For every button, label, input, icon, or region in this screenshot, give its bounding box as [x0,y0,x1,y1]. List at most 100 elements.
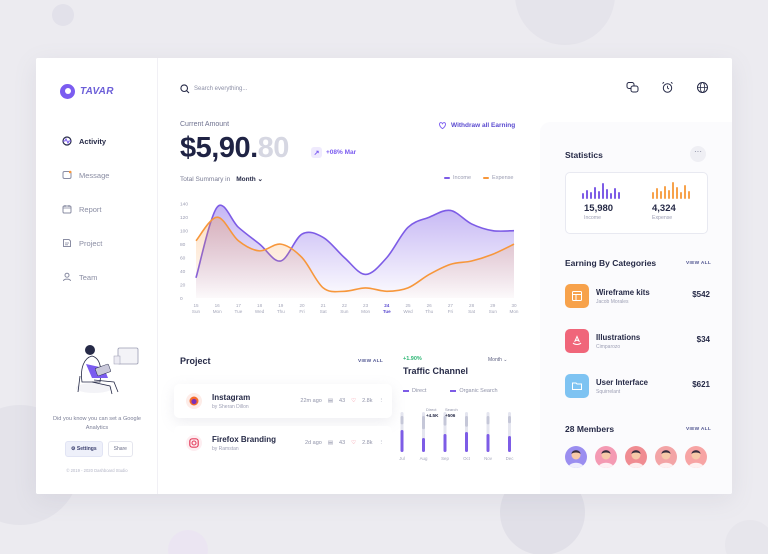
x-tick-weekday: Sun [340,309,349,314]
sidebar: TAVAR Activity Message Report Project Te… [36,58,158,494]
project-files: 43 [339,440,346,446]
project-likes: 2.8k [362,398,373,404]
members-title: 28 Members [565,424,615,434]
tip-buttons: ⚙ Settings Share [65,441,133,457]
project-time: 2d ago [305,440,322,446]
x-tick-weekday: Thu [425,309,433,314]
x-tick-weekday: Wed [403,309,413,314]
sidebar-item-project[interactable]: Project [62,226,109,260]
growth-indicator: ↗ +08% Mar [311,147,356,158]
category-item[interactable]: Wireframe kits Jacob Morales $542 [565,283,710,309]
category-name: Illustrations [596,332,641,342]
heart-icon: ♡ [351,398,357,404]
category-info: User Interface Squirrelant [596,378,648,395]
summary-label: Total Summary in [180,175,231,183]
category-author: Cimparozo [596,343,621,350]
project-item-firefox-branding[interactable]: Firefox Branding by Ramstan 2d ago ▤ 43 ♡… [174,426,392,460]
x-tick-weekday: Sat [320,309,328,314]
traffic-month-label: Nov [484,456,493,461]
category-price: $34 [696,335,710,344]
traffic-month-label: Dec [506,456,515,461]
search-input[interactable]: Search everything... [194,86,248,92]
sidebar-item-activity[interactable]: Activity [62,124,109,158]
sidebar-item-message[interactable]: Message [62,158,109,192]
legend-organic: Organic Search [450,388,498,394]
y-tick-label: 100 [180,229,188,235]
project-info: Firefox Branding by Ramstan [212,435,276,452]
traffic-growth: +1.90% [403,356,422,362]
settings-button[interactable]: ⚙ Settings [65,441,103,457]
y-tick-label: 60 [180,256,186,262]
category-info: Wireframe kits Jacob Morales [596,288,650,305]
statistics-title: Statistics [565,150,603,160]
project-item-instagram[interactable]: Instagram by Sheran Dillon 22m ago ▤ 43 ♡… [174,384,392,418]
income-mini-bars [582,183,620,199]
chat-icon[interactable] [626,81,639,94]
files-icon: ▤ [327,440,334,446]
traffic-title: Traffic Channel [403,366,469,376]
search-icon [180,84,190,94]
more-options-button[interactable]: ··· [690,146,706,162]
sidebar-item-label: Message [79,170,110,180]
expense-stat: 4,324 Expense [652,203,676,221]
x-tick-day: 21 [321,303,327,308]
folder-icon [565,374,589,398]
x-tick-day: 28 [469,303,475,308]
sidebar-item-report[interactable]: Report [62,192,109,226]
project-view-all-link[interactable]: VIEW ALL [358,359,384,364]
project-icon [63,239,71,247]
legend-income-dot [444,176,450,179]
sidebar-item-label: Report [79,204,102,214]
search-bar[interactable]: Search everything... [180,84,247,94]
globe-icon[interactable] [696,81,709,94]
project-info: Instagram by Sheran Dillon [212,393,250,410]
avatar[interactable] [685,446,707,468]
avatar[interactable] [655,446,677,468]
x-tick-day: 17 [236,303,242,308]
avatar[interactable] [625,446,647,468]
sidebar-item-team[interactable]: Team [62,260,109,294]
x-tick-day: 19 [278,303,284,308]
avatar[interactable] [565,446,587,468]
category-info: Illustrations Cimparozo [596,333,640,350]
instagram-logo-icon [186,435,202,451]
traffic-period-dropdown[interactable]: Month ⌄ [488,357,508,363]
expense-label: Expense [652,215,673,221]
illustration-icon [565,329,589,353]
logo-icon [60,84,75,99]
category-price: $542 [692,290,710,299]
series-line-income [195,204,515,279]
project-author: by Sheran Dillon [212,403,249,410]
traffic-bar-direct [486,434,490,452]
project-meta: 22m ago ▤ 43 ♡ 2.8k ⋮ [300,398,384,404]
person-laptop-illustration [76,345,139,395]
settings-label: Settings [76,446,97,452]
x-tick-day: 20 [299,303,305,308]
project-files: 43 [339,398,346,404]
alarm-clock-icon[interactable] [661,81,674,94]
withdraw-button[interactable]: Withdraw all Earning [438,121,515,130]
project-name: Firefox Branding [212,434,277,444]
members-view-all-link[interactable]: VIEW ALL [686,427,712,432]
y-tick-label: 80 [180,242,186,248]
x-tick-weekday: Thu [277,309,285,314]
categories-view-all-link[interactable]: VIEW ALL [686,261,712,266]
share-button[interactable]: Share [107,441,133,457]
sidebar-item-label: Team [79,272,98,282]
sidebar-item-label: Project [79,238,103,248]
x-tick-day: 30 [511,303,517,308]
chevron-down-icon: ⌄ [257,176,263,183]
sidebar-nav: Activity Message Report Project Team [62,124,109,294]
member-avatars [565,446,707,468]
traffic-bar-organic [422,416,425,430]
category-item[interactable]: Illustrations Cimparozo $34 [565,328,710,354]
more-vertical-icon[interactable]: ⋮ [378,398,385,404]
more-vertical-icon[interactable]: ⋮ [378,440,385,446]
category-item[interactable]: User Interface Squirrelant $621 [565,373,710,399]
category-price: $621 [692,380,710,389]
traffic-month-label: Jul [399,456,405,461]
project-time: 22m ago [300,398,322,404]
period-dropdown[interactable]: Month ⌄ [236,175,263,183]
logo[interactable]: TAVAR [60,84,114,99]
avatar[interactable] [595,446,617,468]
